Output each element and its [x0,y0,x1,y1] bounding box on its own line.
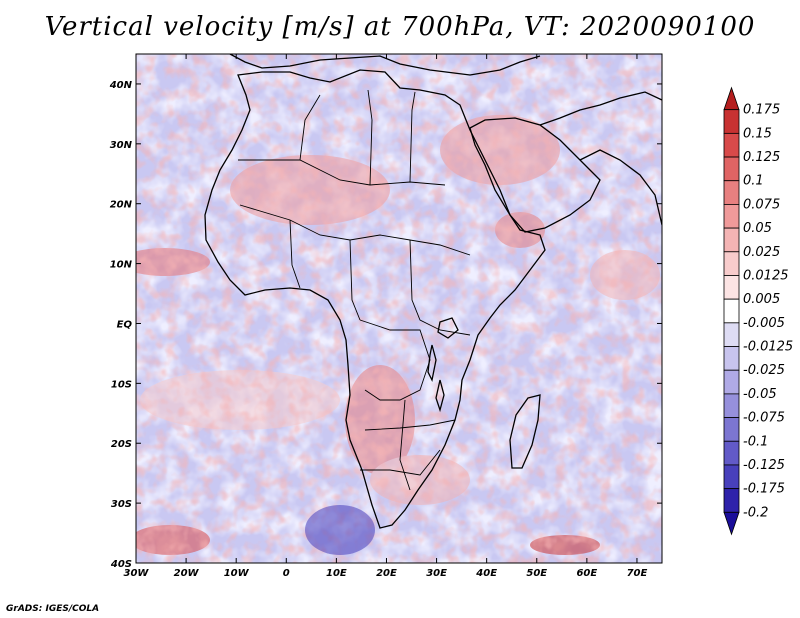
coastlines [204,54,662,529]
colorbar-swatch [723,156,740,182]
lon-tick-label: 50E [526,568,547,579]
lon-tick-label: 20W [174,568,200,579]
colorbar-swatch [723,322,740,347]
country-borders [238,89,471,491]
colorbar-label: 0.05 [743,221,772,236]
lat-tick-label: 40S [110,559,132,570]
colorbar-label: 0.125 [743,150,780,165]
colorbar-swatch [723,511,740,536]
colorbar-swatch [723,132,740,158]
colorbar-swatch [723,488,740,513]
lake-malawi [435,379,445,413]
lon-tick-label: 40E [475,568,497,579]
latitude-ticks: 40N 30N 20N 10N EQ 10S 20S 30S 40S [109,80,662,570]
madagascar-coastline [509,394,541,469]
lon-tick-label: 70E [627,568,648,579]
colorbar-label: 0.075 [743,197,780,212]
lon-tick-label: 30E [426,568,447,579]
colorbar: 0.175 0.15 0.125 0.1 0.075 0.05 0.025 0.0125 0.0… [723,86,793,536]
lake-tanganyika [427,344,437,382]
persian-gulf-coastline [579,149,662,226]
lon-tick-label: 60E [576,568,597,579]
lon-tick-label: 0 [283,568,290,579]
colorbar-swatch [723,417,740,442]
colorbar-label: 0.15 [743,126,772,141]
colorbar-label: -0.05 [743,387,777,402]
colorbar-swatch [723,204,740,229]
lon-tick-label: 30W [124,568,150,579]
colorbar-swatch [723,180,740,205]
lon-tick-label: 20E [376,568,397,579]
colorbar-swatch [723,275,740,300]
colorbar-label: 0.0125 [743,268,789,283]
lat-tick-label: 30N [110,140,133,151]
longitude-ticks: 30W 20W 10W 0 10E 20E 30E 40E 50E 60E 70E [124,54,648,579]
lat-tick-label: 10S [111,379,132,390]
lat-tick-label: 10N [110,260,133,271]
colorbar-label: 0.1 [743,174,764,189]
colorbar-label: -0.2 [743,505,768,520]
field-red-texture [136,54,662,563]
colorbar-label: -0.075 [743,411,785,426]
colorbar-swatch [723,86,740,111]
africa-coastline [204,69,546,529]
colorbar-label: -0.025 [743,363,785,378]
colorbar-label: 0.005 [743,292,780,307]
lat-tick-label: 40N [109,80,133,91]
lake-victoria [437,317,459,339]
colorbar-label: -0.1 [743,434,768,449]
downward-motion-vortex [305,505,375,555]
asia-coastline [539,91,662,126]
colorbar-label: -0.005 [743,316,785,331]
colorbar-label: 0.025 [743,245,780,260]
lat-tick-label: EQ [117,319,133,330]
lon-tick-label: 10E [326,568,347,579]
chart-title: Vertical velocity [m/s] at 700hPa, VT: 2… [44,12,756,42]
map-field [136,54,662,563]
colorbar-label: -0.175 [743,482,785,497]
colorbar-swatch [723,298,740,324]
colorbar-swatch [723,440,740,466]
colorbar-label: -0.0125 [743,340,793,355]
colorbar-label: -0.125 [743,458,785,473]
colorbar-swatch [723,251,740,276]
colorbar-swatch [723,109,740,134]
footer-credit: GrADS: IGES/COLA [6,604,100,614]
colorbar-label: 0.175 [743,103,780,118]
colorbar-swatch [723,393,740,418]
arabia-coastline [469,117,601,233]
lat-tick-label: 20S [111,439,132,450]
lat-tick-label: 30S [111,499,132,510]
colorbar-swatch [723,369,740,395]
colorbar-swatch [723,464,740,490]
lon-tick-label: 10W [224,568,250,579]
plot-frame [135,53,663,564]
lat-tick-label: 20N [110,200,133,211]
europe-coastline [229,54,541,76]
colorbar-swatch [723,346,740,371]
colorbar-swatch [723,227,740,253]
